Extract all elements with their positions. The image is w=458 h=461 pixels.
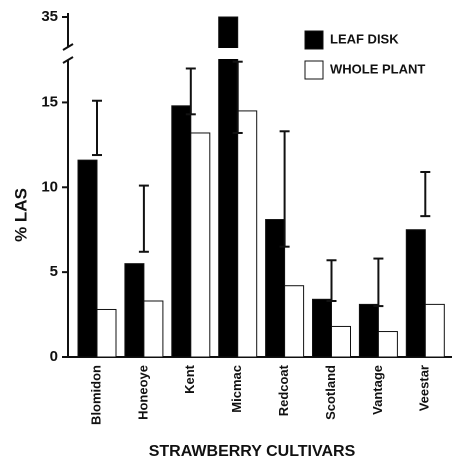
bar (237, 110, 258, 358)
x-tick-label: Redcoat (276, 364, 291, 416)
bar (143, 300, 164, 358)
axis-break (62, 43, 74, 51)
bar (265, 219, 286, 358)
bar (190, 132, 211, 358)
axis-break (62, 56, 74, 64)
bar (424, 303, 445, 358)
x-tick-label: Kent (182, 364, 197, 394)
legend-label: WHOLE PLANT (330, 61, 425, 76)
legend-swatch (304, 30, 324, 50)
bar (171, 105, 192, 358)
bar (312, 298, 332, 358)
bar (77, 159, 98, 358)
bar (124, 263, 145, 358)
bar (218, 16, 239, 358)
legend-swatch (304, 60, 324, 80)
bar (331, 325, 351, 358)
x-tick-label: Blomidon (88, 365, 103, 425)
bar (377, 331, 398, 358)
y-tick-label: 10 (41, 178, 58, 195)
bar (284, 285, 305, 358)
bar (358, 303, 379, 358)
y-axis-label: % LAS (11, 188, 30, 242)
y-tick-label: 35 (41, 8, 58, 25)
y-tick-label: 0 (50, 348, 58, 365)
x-tick-label: Honeoye (135, 365, 150, 420)
y-tick-label: 15 (41, 93, 58, 110)
legend-label: LEAF DISK (330, 31, 399, 46)
x-tick-label: Vantage (370, 365, 385, 415)
x-tick-label: Scotland (323, 365, 338, 420)
break-gap (217, 48, 239, 59)
bar (96, 308, 117, 358)
bar (405, 229, 426, 358)
x-tick-label: Veestar (417, 365, 432, 411)
x-tick-label: Micmac (229, 365, 244, 413)
y-tick-label: 5 (50, 263, 58, 280)
x-axis-label: STRAWBERRY CULTIVARS (149, 443, 356, 460)
